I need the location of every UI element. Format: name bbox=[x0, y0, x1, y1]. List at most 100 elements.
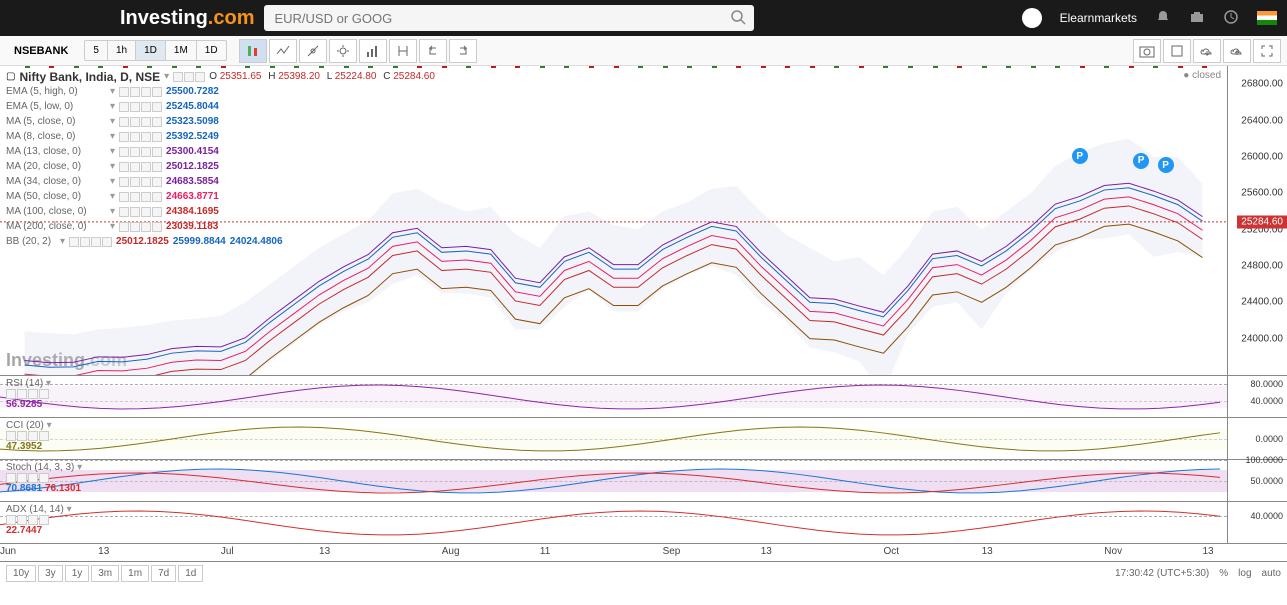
settings-button[interactable] bbox=[329, 39, 357, 63]
chevron-down-icon[interactable]: ▾ bbox=[110, 85, 115, 99]
cloud-down-button[interactable] bbox=[1193, 39, 1221, 63]
compare-button[interactable] bbox=[389, 39, 417, 63]
time-tick: 11 bbox=[540, 546, 550, 557]
range-3y[interactable]: 3y bbox=[38, 565, 63, 582]
camera-button[interactable] bbox=[1133, 39, 1161, 63]
undo-button[interactable] bbox=[419, 39, 447, 63]
chevron-down-icon[interactable]: ▾ bbox=[164, 70, 169, 84]
sub-axis[interactable]: 0.0000 bbox=[1227, 418, 1287, 459]
sub-label: RSI (14) ▾ 56.9285 bbox=[6, 378, 51, 410]
range-1y[interactable]: 1y bbox=[65, 565, 90, 582]
chevron-down-icon[interactable]: ▾ bbox=[110, 220, 115, 234]
user-area: Elearnmarkets bbox=[1022, 8, 1277, 28]
clock-time: 17:30:42 (UTC+5:30) bbox=[1115, 568, 1209, 579]
sub-label: CCI (20) ▾ 47.3952 bbox=[6, 420, 52, 452]
candle-type-button[interactable] bbox=[239, 39, 267, 63]
timeframe-1D[interactable]: 1D bbox=[136, 41, 166, 60]
collapse-icon[interactable]: ▢ bbox=[6, 70, 15, 84]
chart-canvas[interactable]: ▢Nifty Bank, India, D, NSE▾ O 25351.65 H… bbox=[0, 66, 1227, 375]
symbol-label[interactable]: NSEBANK bbox=[6, 45, 76, 57]
sub-panel-stoch: Stoch (14, 3, 3) ▾ 70.8681 76.130150.000… bbox=[0, 460, 1287, 502]
mini-icon[interactable] bbox=[184, 72, 194, 82]
opt-auto[interactable]: auto bbox=[1262, 568, 1281, 579]
clock-icon[interactable] bbox=[1223, 9, 1239, 28]
cloud-up-button[interactable] bbox=[1223, 39, 1251, 63]
range-1m[interactable]: 1m bbox=[121, 565, 149, 582]
layout-button[interactable] bbox=[1163, 39, 1191, 63]
price-tick: 24800.00 bbox=[1241, 260, 1283, 271]
sub-axis[interactable]: 40.0000 bbox=[1227, 502, 1287, 543]
avatar[interactable] bbox=[1022, 8, 1042, 28]
indicator-row: MA (200, close, 0)▾23039.1183 bbox=[6, 220, 439, 234]
chevron-down-icon[interactable]: ▾ bbox=[110, 115, 115, 129]
briefcase-icon[interactable] bbox=[1189, 9, 1205, 28]
sub-canvas[interactable]: Stoch (14, 3, 3) ▾ 70.8681 76.1301 bbox=[0, 460, 1227, 501]
range-1d[interactable]: 1d bbox=[178, 565, 203, 582]
pivot-marker: P bbox=[1158, 157, 1174, 173]
price-tick: 25600.00 bbox=[1241, 188, 1283, 199]
status-right: 17:30:42 (UTC+5:30) % logauto bbox=[1115, 568, 1281, 579]
chevron-down-icon[interactable]: ▾ bbox=[110, 160, 115, 174]
chevron-down-icon[interactable]: ▾ bbox=[110, 100, 115, 114]
sub-axis[interactable]: 50.0000100.0000 bbox=[1227, 460, 1287, 501]
indicator-row: EMA (5, low, 0)▾25245.8044 bbox=[6, 100, 439, 114]
mini-icon[interactable] bbox=[195, 72, 205, 82]
redo-button[interactable] bbox=[449, 39, 477, 63]
time-tick: Jul bbox=[221, 546, 234, 557]
search-input[interactable] bbox=[264, 5, 754, 31]
price-tick: 26800.00 bbox=[1241, 79, 1283, 90]
time-tick: Oct bbox=[883, 546, 899, 557]
opt-%[interactable]: % bbox=[1219, 568, 1228, 579]
volume-button[interactable] bbox=[359, 39, 387, 63]
price-tick: 24000.00 bbox=[1241, 333, 1283, 344]
flag-india-icon[interactable] bbox=[1257, 11, 1277, 25]
chevron-down-icon[interactable]: ▾ bbox=[110, 130, 115, 144]
time-tick: 13 bbox=[1202, 546, 1213, 557]
bell-icon[interactable] bbox=[1155, 9, 1171, 28]
sub-panel-cci: CCI (20) ▾ 47.3952 0.0000 bbox=[0, 418, 1287, 460]
range-3m[interactable]: 3m bbox=[91, 565, 119, 582]
time-tick: Aug bbox=[442, 546, 460, 557]
timeframe-1h[interactable]: 1h bbox=[108, 41, 136, 60]
timeframe-1D[interactable]: 1D bbox=[197, 41, 226, 60]
range-7d[interactable]: 7d bbox=[151, 565, 176, 582]
chart-title: Nifty Bank, India, D, NSE bbox=[19, 70, 160, 84]
ohlc-display: O 25351.65 H 25398.20 L 25224.80 C 25284… bbox=[209, 70, 439, 84]
range-10y[interactable]: 10y bbox=[6, 565, 36, 582]
chevron-down-icon[interactable]: ▾ bbox=[110, 190, 115, 204]
drawings-button[interactable] bbox=[299, 39, 327, 63]
opt-log[interactable]: log bbox=[1238, 568, 1251, 579]
chart-legend: ▢Nifty Bank, India, D, NSE▾ O 25351.65 H… bbox=[6, 70, 439, 250]
timeframe-1M[interactable]: 1M bbox=[166, 41, 197, 60]
sub-panel-rsi: RSI (14) ▾ 56.9285 40.000080.0000 bbox=[0, 376, 1287, 418]
price-tick: 26000.00 bbox=[1241, 151, 1283, 162]
mini-icon[interactable] bbox=[173, 72, 183, 82]
chart-toolbar: NSEBANK 51h1D1M1D bbox=[0, 36, 1287, 66]
time-tick: 13 bbox=[982, 546, 993, 557]
sub-axis[interactable]: 40.000080.0000 bbox=[1227, 376, 1287, 417]
bottom-bar: 10y3y1y3m1m7d1d 17:30:42 (UTC+5:30) % log… bbox=[0, 562, 1287, 584]
logo[interactable]: Investing.com bbox=[120, 7, 254, 30]
chevron-down-icon[interactable]: ▾ bbox=[110, 175, 115, 189]
search-icon[interactable] bbox=[730, 9, 746, 28]
timeframe-5[interactable]: 5 bbox=[85, 41, 108, 60]
time-tick: Jun bbox=[0, 546, 16, 557]
indicators-button[interactable] bbox=[269, 39, 297, 63]
username[interactable]: Elearnmarkets bbox=[1060, 11, 1137, 25]
price-axis[interactable]: 24000.0024400.0024800.0025200.0025600.00… bbox=[1227, 66, 1287, 375]
chevron-down-icon[interactable]: ▾ bbox=[110, 145, 115, 159]
fullscreen-button[interactable] bbox=[1253, 39, 1281, 63]
right-tools bbox=[1133, 39, 1281, 63]
indicator-row: MA (34, close, 0)▾24683.5854 bbox=[6, 175, 439, 189]
sub-canvas[interactable]: ADX (14, 14) ▾ 22.7447 bbox=[0, 502, 1227, 543]
search-wrap bbox=[264, 5, 754, 31]
price-tick: 26400.00 bbox=[1241, 115, 1283, 126]
sub-canvas[interactable]: RSI (14) ▾ 56.9285 bbox=[0, 376, 1227, 417]
sub-canvas[interactable]: CCI (20) ▾ 47.3952 bbox=[0, 418, 1227, 459]
sub-label: ADX (14, 14) ▾ 22.7447 bbox=[6, 504, 72, 536]
sub-panel-adx: ADX (14, 14) ▾ 22.7447 40.0000 bbox=[0, 502, 1287, 544]
chevron-down-icon[interactable]: ▾ bbox=[110, 205, 115, 219]
chevron-down-icon[interactable]: ▾ bbox=[60, 235, 65, 249]
indicator-row: MA (20, close, 0)▾25012.1825 bbox=[6, 160, 439, 174]
time-axis[interactable]: Jun13Jul13Aug11Sep13Oct13Nov13 bbox=[0, 544, 1287, 562]
